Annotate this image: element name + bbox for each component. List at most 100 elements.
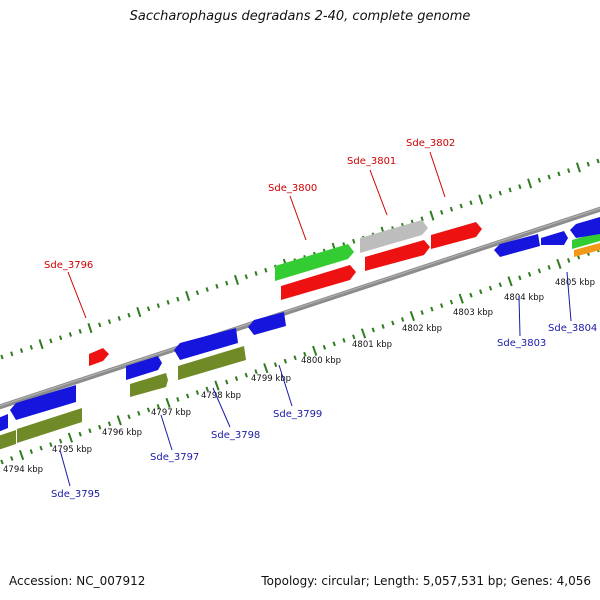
tick-mark: [0, 459, 4, 465]
gene-sde-3798-blue[interactable]: [174, 328, 238, 360]
tick-mark: [371, 327, 375, 333]
gene-sde-3802[interactable]: [431, 222, 482, 249]
tick-mark: [185, 290, 191, 302]
gene-sde-3801[interactable]: [360, 220, 428, 253]
gene-left-olive-a[interactable]: [0, 430, 16, 450]
gene-sde-3799-blue[interactable]: [248, 312, 286, 335]
tick-mark: [303, 351, 307, 357]
kbp-label: 4800 kbp: [301, 356, 341, 366]
kbp-label: 4794 kbp: [3, 465, 43, 475]
tick-mark: [527, 178, 533, 189]
tick-mark: [567, 168, 571, 174]
tick-mark: [596, 158, 600, 164]
gene-label-leader: [212, 387, 231, 428]
tick-mark: [264, 267, 268, 273]
gene-sde-3801-b[interactable]: [365, 240, 430, 271]
genome-backbone: [0, 206, 600, 410]
gene-sde-3800-a[interactable]: [275, 244, 354, 281]
gene-label[interactable]: Sde_3801: [347, 156, 396, 167]
tick-mark: [263, 363, 269, 374]
gene-label-leader: [289, 195, 307, 241]
tick-mark: [507, 276, 513, 287]
tick-mark: [429, 210, 435, 221]
gene-features: [0, 217, 600, 450]
gene-sde-3795-olive[interactable]: [17, 408, 82, 443]
tick-mark: [400, 317, 405, 322]
tick-mark: [469, 200, 473, 206]
tick-mark: [293, 355, 297, 361]
gene-label[interactable]: Sde_3803: [497, 338, 546, 349]
tick-mark: [518, 275, 522, 281]
gene-left-blue-a[interactable]: [0, 414, 8, 432]
tick-mark: [215, 283, 219, 289]
tick-mark: [136, 306, 142, 318]
tick-mark: [19, 348, 24, 353]
tick-mark: [575, 162, 581, 173]
tick-mark: [547, 174, 551, 180]
tick-mark: [195, 390, 200, 395]
tick-mark: [146, 407, 151, 413]
gene-label[interactable]: Sde_3798: [211, 430, 260, 441]
gene-label-leader: [160, 414, 173, 451]
gene-label-leader: [518, 295, 521, 337]
gene-sde-3798-olive[interactable]: [178, 346, 246, 380]
tick-mark: [409, 310, 415, 322]
tick-mark: [567, 258, 571, 263]
tick-mark: [39, 445, 43, 451]
page-title: Saccharophagus degradans 2-40, complete …: [129, 9, 471, 24]
gene-label[interactable]: Sde_3804: [548, 323, 597, 334]
gene-upper-green-right[interactable]: [572, 232, 600, 249]
tick-mark: [352, 334, 356, 340]
gene-label-leader: [429, 151, 446, 198]
tick-mark: [156, 403, 161, 409]
tick-mark: [49, 338, 53, 344]
gene-label[interactable]: Sde_3796: [44, 260, 93, 271]
kbp-label: 4802 kbp: [402, 324, 442, 334]
gene-sde-3795-blue[interactable]: [10, 385, 76, 420]
gene-sde-3804-blue-b[interactable]: [570, 217, 600, 238]
tick-mark: [156, 303, 160, 308]
tick-mark: [58, 438, 63, 444]
gene-sde-3803-blue[interactable]: [494, 234, 540, 257]
tick-mark: [440, 210, 444, 215]
gene-label-row: Sde_3796 Sde_3800 Sde_3801 Sde_3802 Sde_3795…: [44, 138, 597, 500]
tick-mark: [127, 414, 131, 420]
gene-sde-3797-olive[interactable]: [130, 373, 168, 397]
gene-label-leader: [59, 449, 71, 487]
gene-sde-3796[interactable]: [89, 348, 109, 366]
gene-label-leaders: [59, 151, 572, 487]
tick-mark: [479, 289, 483, 295]
tick-mark: [38, 339, 44, 350]
gene-label[interactable]: Sde_3802: [406, 138, 455, 149]
tick-mark: [352, 238, 356, 244]
tick-mark: [547, 264, 551, 270]
tick-mark: [283, 358, 288, 364]
tick-mark: [586, 161, 590, 167]
tick-mark: [488, 193, 493, 199]
tick-mark: [18, 450, 25, 461]
gene-label[interactable]: Sde_3800: [268, 183, 317, 194]
tick-mark: [98, 424, 102, 430]
tick-mark: [449, 206, 454, 212]
tick-mark: [420, 310, 424, 315]
kbp-label: 4805 kbp: [555, 278, 595, 288]
tick-mark: [508, 187, 512, 193]
gene-label-leader: [278, 364, 293, 407]
tick-mark: [117, 316, 121, 321]
tick-mark: [332, 341, 336, 347]
tick-mark: [166, 299, 170, 305]
gene-upper-orange-right[interactable]: [574, 243, 600, 257]
gene-label[interactable]: Sde_3795: [51, 489, 100, 500]
tick-mark: [469, 292, 473, 298]
tick-mark: [29, 449, 33, 454]
tick-mark: [107, 319, 112, 325]
tick-mark: [78, 431, 82, 437]
gene-sde-3800-b[interactable]: [281, 265, 356, 300]
gene-sde-3797-blue[interactable]: [126, 356, 162, 380]
gene-sde-3804-blue-a[interactable]: [541, 231, 568, 245]
gene-label[interactable]: Sde_3799: [273, 409, 322, 420]
tick-mark: [165, 397, 171, 408]
gene-label[interactable]: Sde_3797: [150, 452, 199, 463]
kbp-label: 4804 kbp: [504, 293, 544, 303]
